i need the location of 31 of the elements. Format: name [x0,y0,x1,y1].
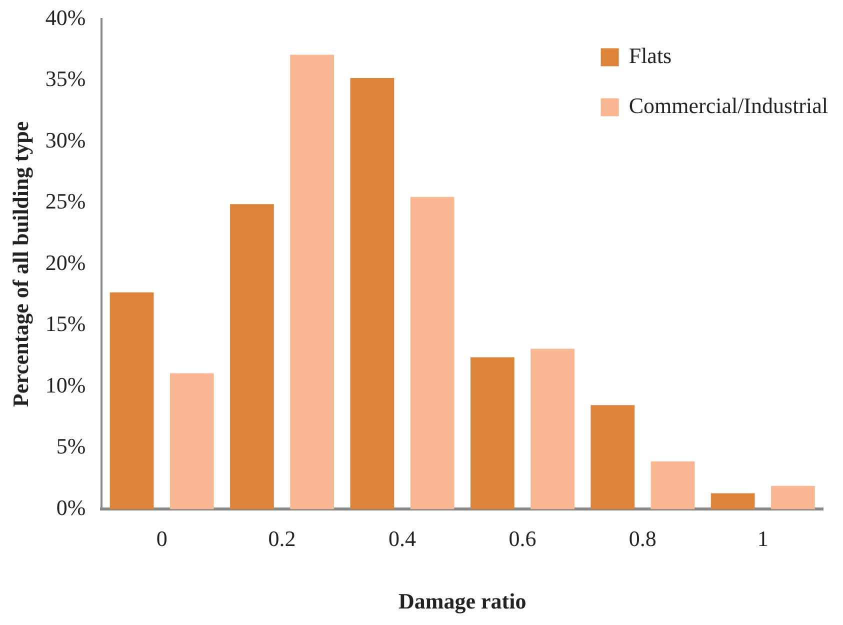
y-tick-label: 5% [56,434,86,459]
bar [230,204,274,510]
y-tick-label: 20% [45,250,86,275]
bar [710,493,755,510]
y-axis-title: Percentage of all building type [8,121,33,407]
legend-label: Commercial/Industrial [628,92,828,118]
bar [290,54,334,510]
x-tick-label: 0 [156,526,168,552]
y-tick-label: 40% [45,4,86,30]
y-tick-label: 25% [45,188,86,214]
bar [530,348,574,510]
x-tick-label: 1 [757,526,768,552]
bar [771,486,815,510]
x-tick-label: 0.4 [388,526,416,552]
bar [410,196,454,510]
y-tick-label: 35% [45,66,86,92]
bar [590,405,635,510]
bar [350,78,394,510]
x-tick-label: 0.8 [628,526,656,552]
x-axis-title: Damage ratio [398,588,526,614]
y-tick-label: 0% [56,494,86,520]
y-tick-label: 10% [45,372,86,398]
bar [110,292,154,510]
bar [170,373,214,510]
bar [650,461,695,510]
x-tick-label: 0.2 [268,526,296,552]
x-tick-label: 0.6 [508,526,536,552]
y-tick-label: 30% [45,127,86,152]
legend-label: Flats [628,42,672,68]
y-tick-label: 15% [45,311,86,336]
bar [470,357,514,510]
